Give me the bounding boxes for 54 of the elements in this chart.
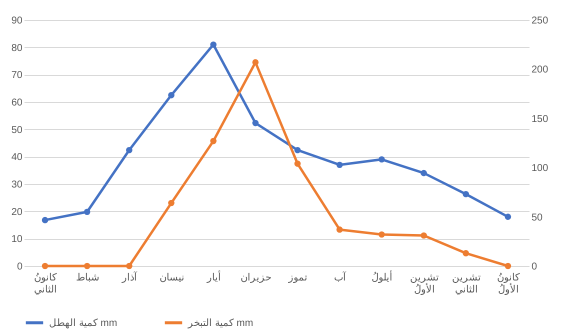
y-tick-label: 20 [11,206,23,218]
point [336,226,343,233]
y-tick-label: 80 [11,42,23,54]
y-tick-label: 40 [11,152,23,164]
y2-tick-label: 200 [532,64,549,76]
point [378,231,385,238]
point [252,59,259,66]
point [168,92,174,98]
point [210,41,217,48]
y-tick-label: 50 [11,124,23,136]
point [462,250,470,256]
x-tick-label: آب [334,270,348,284]
legend-label: كمية الهطل mm [49,318,118,329]
y-tick-label: 0 [16,262,23,272]
point [504,262,512,270]
point [42,216,48,224]
point [336,162,343,168]
y-tick-label: 70 [11,70,23,82]
x-tick-label: شباط [76,272,100,284]
x-tick-label: تشرين الأولُ [410,272,439,296]
point [126,262,132,270]
point [42,262,48,270]
x-tick-label: كانونُ الأولُ [496,272,520,296]
x-tick-label: كانونُ الثاني [34,272,58,296]
point [252,120,259,126]
point [84,262,90,270]
point [294,146,301,154]
point [84,208,90,216]
y-tick-label: 10 [11,234,23,246]
x-tick-label: تشرين الثاني [452,272,481,296]
point [420,232,427,239]
point [420,170,427,176]
legend-label: كمية التبخر mm [187,318,254,329]
point [168,200,174,206]
x-tick-label: نيسان [159,272,184,284]
point [126,146,132,154]
point [294,160,301,167]
y-tick-label: 60 [11,98,23,108]
y2-tick-label: 100 [532,163,549,174]
y2-tick-label: 150 [532,114,549,125]
y-tick-label: 30 [11,180,23,190]
point [462,190,470,198]
y-tick-label: 90 [11,16,23,26]
point [378,156,385,163]
point [210,138,217,144]
x-tick-label: آذار [121,270,138,284]
x-tick-label: أيلولُ [372,270,393,284]
y2-tick-label: 250 [532,16,549,26]
y2-tick-label: 50 [532,212,544,224]
y2-tick-label: 0 [532,262,538,272]
x-tick-label: حزيران [240,272,272,284]
x-tick-label: تموز [288,272,308,284]
point [504,214,512,220]
x-tick-label: أيار [206,270,221,284]
